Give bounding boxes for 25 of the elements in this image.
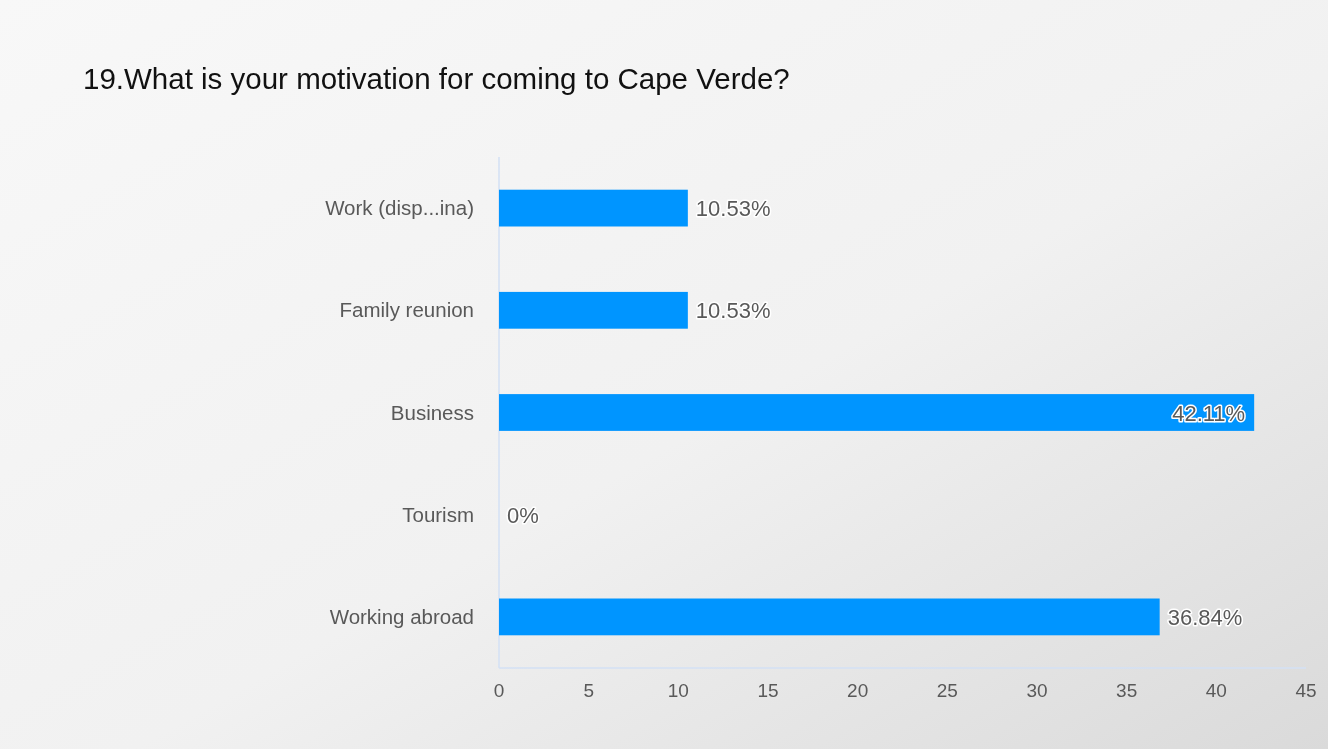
bar (499, 394, 1255, 431)
x-tick-label: 30 (1026, 680, 1048, 701)
y-tick-label: Family reunion (339, 298, 474, 322)
chart-title: 19.What is your motivation for coming to Cape Verde? (83, 62, 790, 95)
x-tick-label: 20 (847, 680, 869, 701)
y-tick-label: Tourism (402, 502, 474, 526)
x-tick-label: 45 (1295, 680, 1317, 701)
x-tick-label: 5 (583, 680, 594, 701)
x-tick-label: 15 (757, 680, 779, 701)
x-tick-label: 0 (493, 680, 505, 701)
data-label: 10.53% (695, 298, 771, 324)
x-tick-label: 25 (936, 680, 958, 701)
data-label: 0% (507, 502, 539, 528)
data-label: 42.11% (1172, 400, 1246, 426)
bar (499, 291, 688, 329)
x-tick-label: 10 (667, 680, 689, 701)
y-tick-label: Work (disp...ina) (325, 196, 474, 220)
bar (499, 598, 1160, 636)
x-tick-label: 40 (1205, 680, 1227, 701)
data-label: 36.84% (1167, 604, 1243, 630)
y-tick-label: Working abroad (329, 604, 474, 628)
data-label: 10.53% (695, 196, 771, 222)
y-tick-label: Business (390, 400, 474, 424)
x-tick-label: 35 (1116, 680, 1138, 701)
bar (499, 189, 688, 227)
